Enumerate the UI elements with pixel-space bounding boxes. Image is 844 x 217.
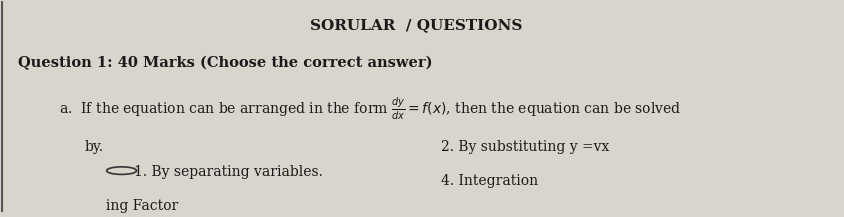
Text: by.: by. [84, 140, 103, 154]
Text: a.  If the equation can be arranged in the form $\frac{dy}{dx} = f(x)$, then the: a. If the equation can be arranged in th… [59, 96, 681, 122]
Text: SORULAR  / QUESTIONS: SORULAR / QUESTIONS [309, 18, 522, 32]
Text: 4. Integration: 4. Integration [441, 174, 537, 188]
Text: 1. By separating variables.: 1. By separating variables. [134, 165, 322, 179]
Text: Question 1: 40 Marks (Choose the correct answer): Question 1: 40 Marks (Choose the correct… [18, 56, 432, 70]
Text: ing Factor: ing Factor [84, 199, 178, 213]
Text: 2. By substituting y =vx: 2. By substituting y =vx [441, 140, 609, 154]
